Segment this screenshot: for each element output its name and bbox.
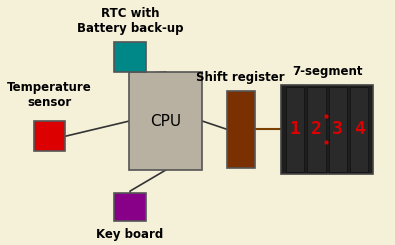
Text: RTC with
Battery back-up: RTC with Battery back-up xyxy=(77,7,183,35)
Bar xyxy=(114,42,146,72)
Bar xyxy=(114,193,146,221)
Text: 3: 3 xyxy=(332,120,343,138)
Bar xyxy=(281,85,373,173)
Text: Key board: Key board xyxy=(96,228,164,241)
Bar xyxy=(34,121,66,151)
Text: Temperature
sensor: Temperature sensor xyxy=(7,81,92,110)
Text: 1: 1 xyxy=(290,120,300,138)
Bar xyxy=(329,87,347,172)
Text: 2: 2 xyxy=(311,120,322,138)
Text: 4: 4 xyxy=(354,120,365,138)
Bar xyxy=(307,87,325,172)
Bar xyxy=(129,72,202,170)
Text: 7-segment: 7-segment xyxy=(292,65,362,78)
Bar xyxy=(286,87,304,172)
Bar xyxy=(350,87,369,172)
Text: CPU: CPU xyxy=(150,114,181,129)
Text: Shift register: Shift register xyxy=(196,71,285,84)
Bar xyxy=(227,91,255,168)
